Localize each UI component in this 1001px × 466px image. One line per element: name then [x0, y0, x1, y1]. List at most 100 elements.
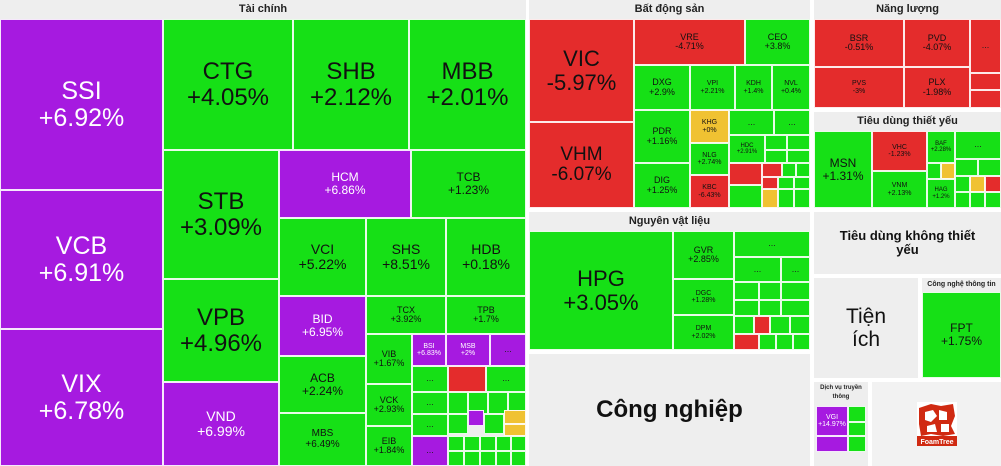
tile-small[interactable]: ...	[955, 131, 1001, 159]
tile-small[interactable]	[496, 436, 511, 451]
tile-small[interactable]	[781, 282, 810, 300]
tile-msn[interactable]: MSN +1.31%	[814, 131, 872, 208]
tile-nlg[interactable]: NLG +2.74%	[690, 143, 729, 175]
tile-vre[interactable]: VRE -4.71%	[634, 19, 745, 65]
tile-small[interactable]	[927, 163, 941, 179]
tile-shs[interactable]: SHS +8.51%	[366, 218, 446, 296]
tile-small[interactable]	[484, 414, 504, 434]
tile-hpg[interactable]: HPG +3.05%	[529, 231, 673, 350]
tile-vck[interactable]: VCK +2.93%	[366, 384, 412, 426]
tile-pdr[interactable]: PDR +1.16%	[634, 110, 690, 163]
group-cong-nghiep[interactable]: Công nghiệp	[529, 354, 810, 466]
tile-tpb[interactable]: TPB +1.7%	[446, 296, 526, 334]
tile-kdh[interactable]: KDH +1.4%	[735, 65, 772, 110]
tile-small[interactable]	[955, 192, 970, 208]
tile-small[interactable]	[765, 135, 787, 150]
tile-small[interactable]	[448, 392, 468, 414]
tile-ssi[interactable]: SSI +6.92%	[0, 19, 163, 190]
tile-khg[interactable]: KHG +0%	[690, 110, 729, 143]
tile-bsi[interactable]: BSI +6.83%	[412, 334, 446, 366]
tile-small[interactable]	[781, 300, 810, 316]
tile-dxg[interactable]: DXG +2.9%	[634, 65, 690, 110]
tile-small[interactable]	[504, 424, 526, 436]
group-tieu-dung-khong-thiet-yeu[interactable]: Tiêu dùng không thiết yếu	[814, 212, 1001, 274]
tile-small[interactable]: ...	[412, 392, 448, 414]
tile-small[interactable]: ...	[412, 414, 448, 436]
tile-nvl[interactable]: NVL +0.4%	[772, 65, 810, 110]
tile-small[interactable]	[985, 176, 1001, 192]
tile-small[interactable]: ...	[729, 110, 774, 135]
tile-small[interactable]: ...	[970, 19, 1001, 73]
tile-small[interactable]	[448, 414, 468, 434]
tile-small[interactable]	[448, 451, 464, 466]
tile-small[interactable]	[754, 316, 770, 334]
tile-vpi[interactable]: VPI +2.21%	[690, 65, 735, 110]
tile-small[interactable]	[848, 422, 866, 436]
tile-small[interactable]	[848, 436, 866, 452]
tile-small[interactable]	[468, 410, 484, 426]
tile-bid[interactable]: BID +6.95%	[279, 296, 366, 356]
tile-small[interactable]	[448, 436, 464, 451]
tile-small[interactable]	[787, 135, 810, 150]
tile-vnm[interactable]: VNM +2.13%	[872, 171, 927, 208]
tile-small[interactable]	[511, 451, 526, 466]
tile-small[interactable]	[970, 176, 985, 192]
tile-small[interactable]	[504, 410, 526, 424]
tile-small[interactable]: ...	[412, 436, 448, 466]
tile-small[interactable]	[729, 185, 762, 208]
tile-vib[interactable]: VIB +1.67%	[366, 334, 412, 384]
tile-vpb[interactable]: VPB +4.96%	[163, 279, 279, 382]
tile-dpm[interactable]: DPM +2.02%	[673, 315, 734, 350]
tile-shb[interactable]: SHB +2.12%	[293, 19, 409, 150]
tile-vhm[interactable]: VHM -6.07%	[529, 122, 634, 208]
tile-vic[interactable]: VIC -5.97%	[529, 19, 634, 122]
tile-small[interactable]: ...	[486, 366, 526, 392]
tile-baf[interactable]: BAF +2.28%	[927, 131, 955, 163]
tile-hcm[interactable]: HCM +6.86%	[279, 150, 411, 218]
tile-tcb[interactable]: TCB +1.23%	[411, 150, 526, 218]
tile-small[interactable]	[790, 316, 810, 334]
tile-small[interactable]	[759, 334, 776, 350]
tile-mbs[interactable]: MBS +6.49%	[279, 413, 366, 466]
tile-small[interactable]	[770, 316, 790, 334]
tile-small[interactable]	[970, 73, 1001, 90]
tile-tcx[interactable]: TCX +3.92%	[366, 296, 446, 334]
tile-small[interactable]	[955, 176, 970, 192]
tile-vhc[interactable]: VHC -1.23%	[872, 131, 927, 171]
tile-small[interactable]: ...	[781, 257, 810, 282]
tile-small[interactable]	[776, 334, 793, 350]
tile-small[interactable]	[796, 163, 810, 177]
tile-fpt[interactable]: FPT +1.75%	[922, 292, 1001, 378]
tile-small[interactable]: ...	[490, 334, 526, 366]
tile-small[interactable]	[848, 406, 866, 422]
tile-small[interactable]	[787, 150, 810, 163]
tile-small[interactable]	[734, 316, 754, 334]
tile-small[interactable]	[970, 90, 1001, 108]
tile-stb[interactable]: STB +3.09%	[163, 150, 279, 279]
tile-small[interactable]	[488, 392, 508, 414]
tile-mbb[interactable]: MBB +2.01%	[409, 19, 526, 150]
tile-hdc[interactable]: HDC +2.91%	[729, 135, 765, 163]
tile-small[interactable]	[782, 163, 796, 177]
tile-bsr[interactable]: BSR -0.51%	[814, 19, 904, 67]
tile-small[interactable]: ...	[734, 257, 781, 282]
tile-small[interactable]	[794, 177, 810, 189]
tile-pvd[interactable]: PVD -4.07%	[904, 19, 970, 67]
tile-small[interactable]	[941, 163, 955, 179]
tile-small[interactable]	[762, 189, 778, 208]
tile-small[interactable]	[759, 282, 781, 300]
tile-dig[interactable]: DIG +1.25%	[634, 163, 690, 208]
tile-small[interactable]	[816, 436, 848, 452]
tile-small[interactable]	[778, 177, 794, 189]
tile-small[interactable]	[496, 451, 511, 466]
tile-vci[interactable]: VCI +5.22%	[279, 218, 366, 296]
tile-small[interactable]	[778, 189, 794, 208]
tile-hag[interactable]: HAG +1.2%	[927, 179, 955, 208]
tile-small[interactable]	[480, 436, 496, 451]
tile-acb[interactable]: ACB +2.24%	[279, 356, 366, 413]
tile-small[interactable]	[793, 334, 810, 350]
tile-small[interactable]	[765, 150, 787, 163]
tile-ceo[interactable]: CEO +3.8%	[745, 19, 810, 65]
tile-small[interactable]	[480, 451, 496, 466]
tile-small[interactable]	[734, 282, 759, 300]
